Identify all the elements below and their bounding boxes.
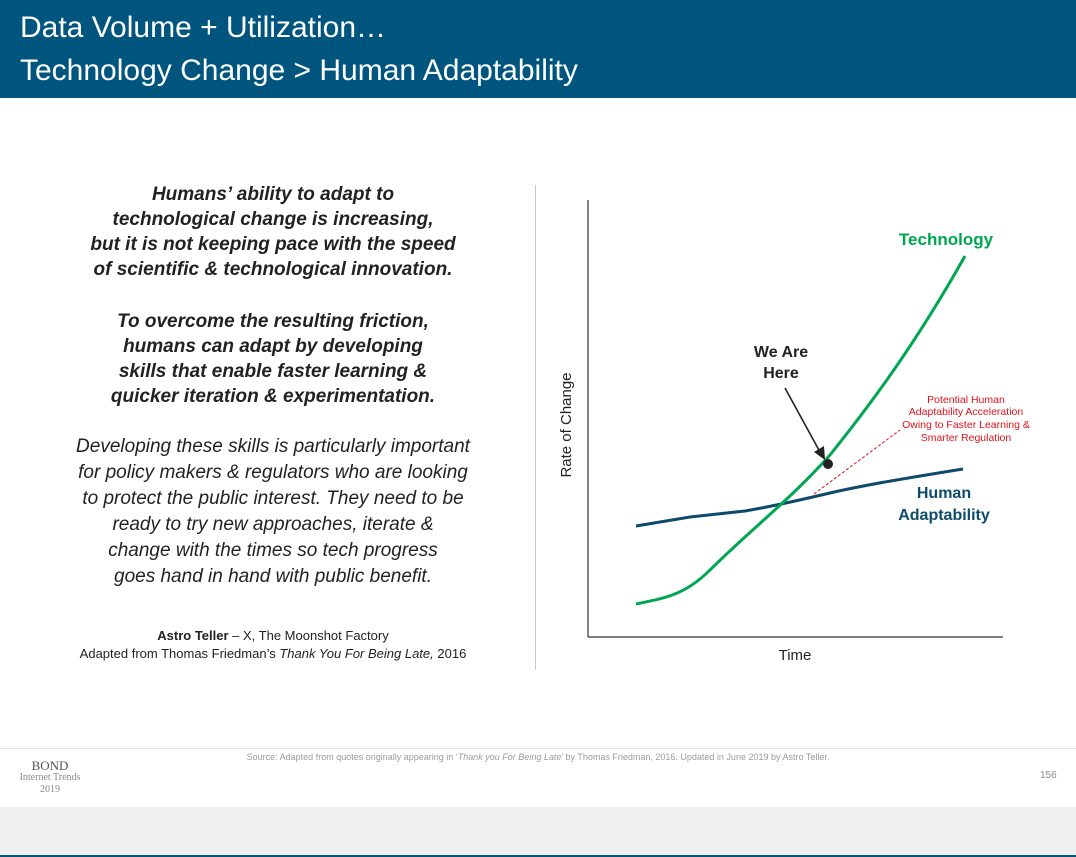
- adapted-prefix: Adapted from Thomas Friedman’s: [79, 646, 280, 661]
- we-are-here-line-1: We Are: [754, 344, 808, 361]
- book-title: Thank You For Being Late,: [279, 646, 434, 661]
- quote-line: technological change is increasing,: [112, 209, 434, 230]
- current-position-marker: [823, 459, 833, 469]
- potential-label-line-3: Owing to Faster Learning &: [902, 419, 1030, 431]
- quote-line: Humans’ ability to adapt to: [151, 184, 395, 205]
- quote-line: for policy makers & regulators who are l…: [78, 462, 468, 483]
- x-axis-label: Time: [779, 647, 812, 664]
- bottom-rule: [0, 855, 1076, 857]
- quote-line: goes hand in hand with public benefit.: [114, 566, 432, 587]
- technology-line: [635, 255, 967, 606]
- quote-paragraph-1: Humans’ ability to adapt to technologica…: [40, 182, 506, 282]
- source-note: Source: Adapted from quotes originally a…: [0, 752, 1076, 762]
- title-line-1: Data Volume + Utilization…: [20, 11, 387, 44]
- page-number: 156: [1040, 770, 1057, 781]
- quote-line: To overcome the resulting friction,: [117, 311, 429, 332]
- quote-line: change with the times so tech progress: [108, 540, 438, 561]
- quote-line: of scientific & technological innovation…: [93, 259, 453, 280]
- source-prefix: Source: Adapted from quotes originally a…: [246, 752, 458, 762]
- book-year: 2016: [433, 646, 467, 661]
- human-adaptability-line: [635, 467, 964, 528]
- we-are-here-line-2: Here: [763, 365, 799, 382]
- rate-of-change-chart: Rate of Change Time Technology We Are He…: [558, 200, 1030, 664]
- footer-band: [0, 807, 1076, 855]
- technology-label: Technology: [899, 230, 994, 249]
- potential-acceleration-line: [813, 429, 901, 495]
- source-suffix: ’ by Thomas Friedman, 2016. Updated in J…: [561, 752, 830, 762]
- attribution-source: Adapted from Thomas Friedman’s Thank You…: [40, 645, 506, 663]
- we-are-here-arrow: [784, 387, 821, 453]
- bond-logo: BOND Internet Trends 2019: [18, 758, 82, 796]
- potential-label-line-1: Potential Human: [927, 394, 1005, 406]
- quote-line: skills that enable faster learning &: [118, 361, 428, 382]
- arrow-head-icon: [814, 446, 825, 460]
- human-label-line-2: Adaptability: [898, 507, 990, 524]
- quote-line: to protect the public interest. They nee…: [82, 488, 464, 509]
- brand-subtitle: Internet Trends: [19, 772, 81, 783]
- brand-year: 2019: [40, 784, 60, 795]
- brand-name: BOND: [31, 758, 69, 773]
- human-label-line-1: Human: [917, 485, 971, 502]
- title-line-2: Technology Change > Human Adaptability: [20, 54, 578, 87]
- quote-paragraph-2: To overcome the resulting friction, huma…: [40, 309, 506, 409]
- y-axis-label: Rate of Change: [558, 372, 575, 477]
- vertical-divider: [535, 185, 536, 670]
- header-bar: Data Volume + Utilization… Technology Ch…: [0, 0, 1076, 98]
- quote-line: quicker iteration & experimentation.: [110, 386, 436, 407]
- author-name: Astro Teller: [157, 628, 229, 643]
- quote-paragraph-3: Developing these skills is particularly …: [40, 434, 506, 590]
- footer-divider: [0, 748, 1076, 749]
- author-affiliation: – X, The Moonshot Factory: [228, 628, 389, 643]
- attribution-author: Astro Teller – X, The Moonshot Factory: [40, 627, 506, 645]
- quote-line: humans can adapt by developing: [123, 336, 423, 357]
- source-title: Thank you For Being Late: [457, 752, 562, 762]
- potential-label-line-4: Smarter Regulation: [921, 432, 1012, 444]
- quote-line: but it is not keeping pace with the spee…: [90, 234, 456, 255]
- quote-line: ready to try new approaches, iterate &: [112, 514, 434, 535]
- potential-label-line-2: Adaptability Acceleration: [909, 406, 1024, 418]
- quote-line: Developing these skills is particularly …: [76, 436, 470, 457]
